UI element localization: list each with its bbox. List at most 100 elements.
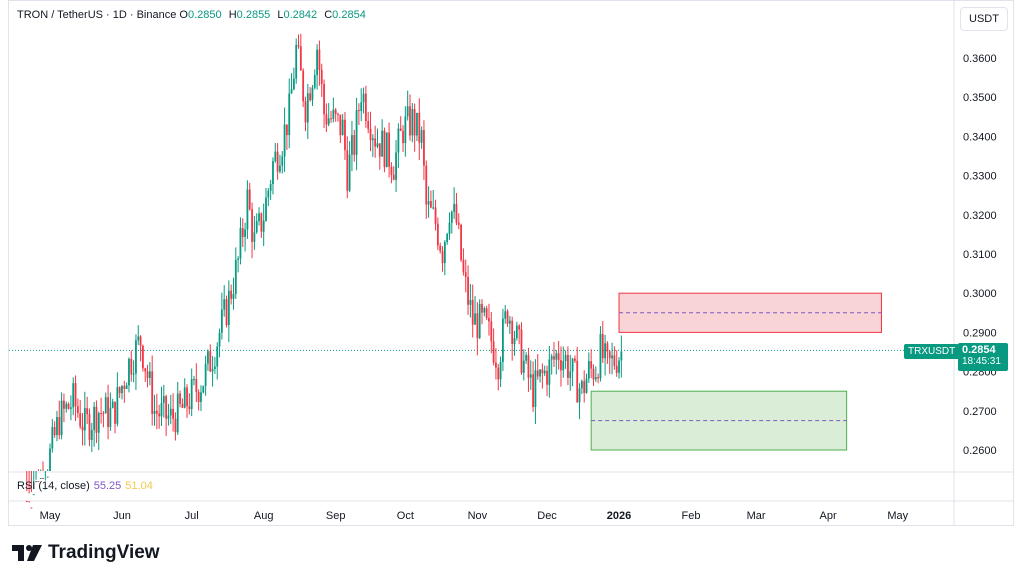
candle-body (334, 109, 337, 114)
candle-body (158, 413, 161, 417)
high-value: 0.2855 (236, 9, 271, 21)
candle-body (411, 109, 414, 136)
candle-body (594, 377, 597, 380)
candle-body (506, 311, 509, 324)
candle-body (74, 383, 77, 407)
candle-body (97, 413, 100, 433)
candle-body (297, 45, 300, 47)
candle-body (306, 93, 309, 123)
candle-body (148, 371, 151, 378)
candle-body (262, 220, 265, 232)
currency-button[interactable]: USDT (960, 7, 1008, 31)
candle-body (218, 332, 221, 347)
candle-body (553, 356, 555, 360)
tradingview-logo[interactable]: TradingView (12, 542, 160, 564)
candle-body (448, 222, 451, 235)
candle-body (571, 358, 574, 372)
candle-body (481, 304, 483, 313)
candle-body (592, 368, 595, 380)
candle-body (125, 385, 128, 389)
x-tick-label: Aug (254, 510, 274, 522)
x-tick-label: Dec (537, 510, 557, 522)
candle-body (109, 407, 112, 427)
candle-body (176, 393, 179, 433)
candle-body (576, 360, 579, 403)
candle-body (165, 396, 168, 419)
candle-body (35, 481, 37, 483)
candle-body (135, 340, 137, 374)
x-tick-label: Nov (468, 510, 488, 522)
rsi-legend[interactable]: RSI (14, close) 55.25 51.04 (17, 480, 153, 492)
candle-body (508, 320, 511, 324)
candle-body (409, 106, 411, 136)
candle-body (325, 114, 328, 125)
candle-body (497, 367, 500, 380)
candle-body (288, 93, 291, 136)
candle-body (211, 368, 214, 372)
candle-body (286, 124, 288, 136)
candle-body (502, 318, 504, 363)
candle-body (560, 360, 562, 371)
y-tick-label: 0.2600 (963, 445, 997, 457)
candle-body (179, 393, 181, 404)
candle-body (323, 83, 325, 115)
symbol-name: TRON / TetherUS · 1D · Binance (17, 9, 177, 21)
candle-body (613, 355, 616, 366)
low-value: 0.2842 (283, 9, 318, 21)
candle-body (276, 151, 279, 172)
candle-body (423, 130, 425, 166)
candle-body (362, 93, 365, 103)
candle-body (455, 204, 458, 223)
candle-body (37, 481, 40, 483)
candle-body (200, 392, 202, 402)
candle-body (279, 165, 281, 172)
candle-body (32, 494, 35, 496)
candle-body (320, 70, 323, 84)
high-label: H (228, 9, 237, 21)
candle-body (427, 201, 430, 205)
candle-body (341, 119, 344, 136)
candle-body (450, 211, 453, 223)
candle-body (46, 476, 49, 478)
candle-body (237, 258, 240, 260)
candle-body (522, 360, 525, 373)
candle-body (223, 299, 226, 310)
short-zone (618, 292, 882, 333)
candle-body (344, 119, 346, 151)
candle-body (557, 353, 560, 361)
candle-body (230, 290, 233, 299)
last-price-value: 0.2854 (962, 344, 996, 356)
candle-body (513, 338, 516, 345)
candle-body (309, 93, 312, 101)
candle-body (385, 132, 388, 168)
last-price-label: 0.2854 18:45:31 (958, 343, 1008, 371)
candle-body (618, 360, 620, 373)
candle-body (432, 207, 435, 209)
candle-body (532, 374, 534, 407)
candle-body (441, 251, 444, 264)
candle-body (42, 478, 44, 480)
candle-body (95, 406, 98, 433)
candle-body (142, 345, 144, 369)
candle-body (381, 130, 384, 157)
y-tick-label: 0.3100 (963, 249, 997, 261)
open-value: 0.2850 (187, 9, 222, 21)
candle-body (209, 351, 212, 372)
candle-body (58, 417, 61, 436)
y-tick-label: 0.3500 (963, 92, 997, 104)
candle-body (353, 135, 356, 155)
candle-body (186, 387, 188, 407)
candle-body (227, 290, 230, 326)
rsi-value: 55.25 (93, 480, 122, 492)
candle-body (469, 299, 472, 305)
candle-body (367, 121, 370, 129)
candle-body (534, 370, 537, 407)
candle-body (604, 343, 606, 359)
x-tick-label: Sep (326, 510, 346, 522)
candle-body (225, 299, 228, 326)
candle-body (453, 204, 456, 212)
candle-body (355, 110, 358, 155)
candle-body (146, 371, 149, 378)
candle-body (67, 403, 70, 409)
